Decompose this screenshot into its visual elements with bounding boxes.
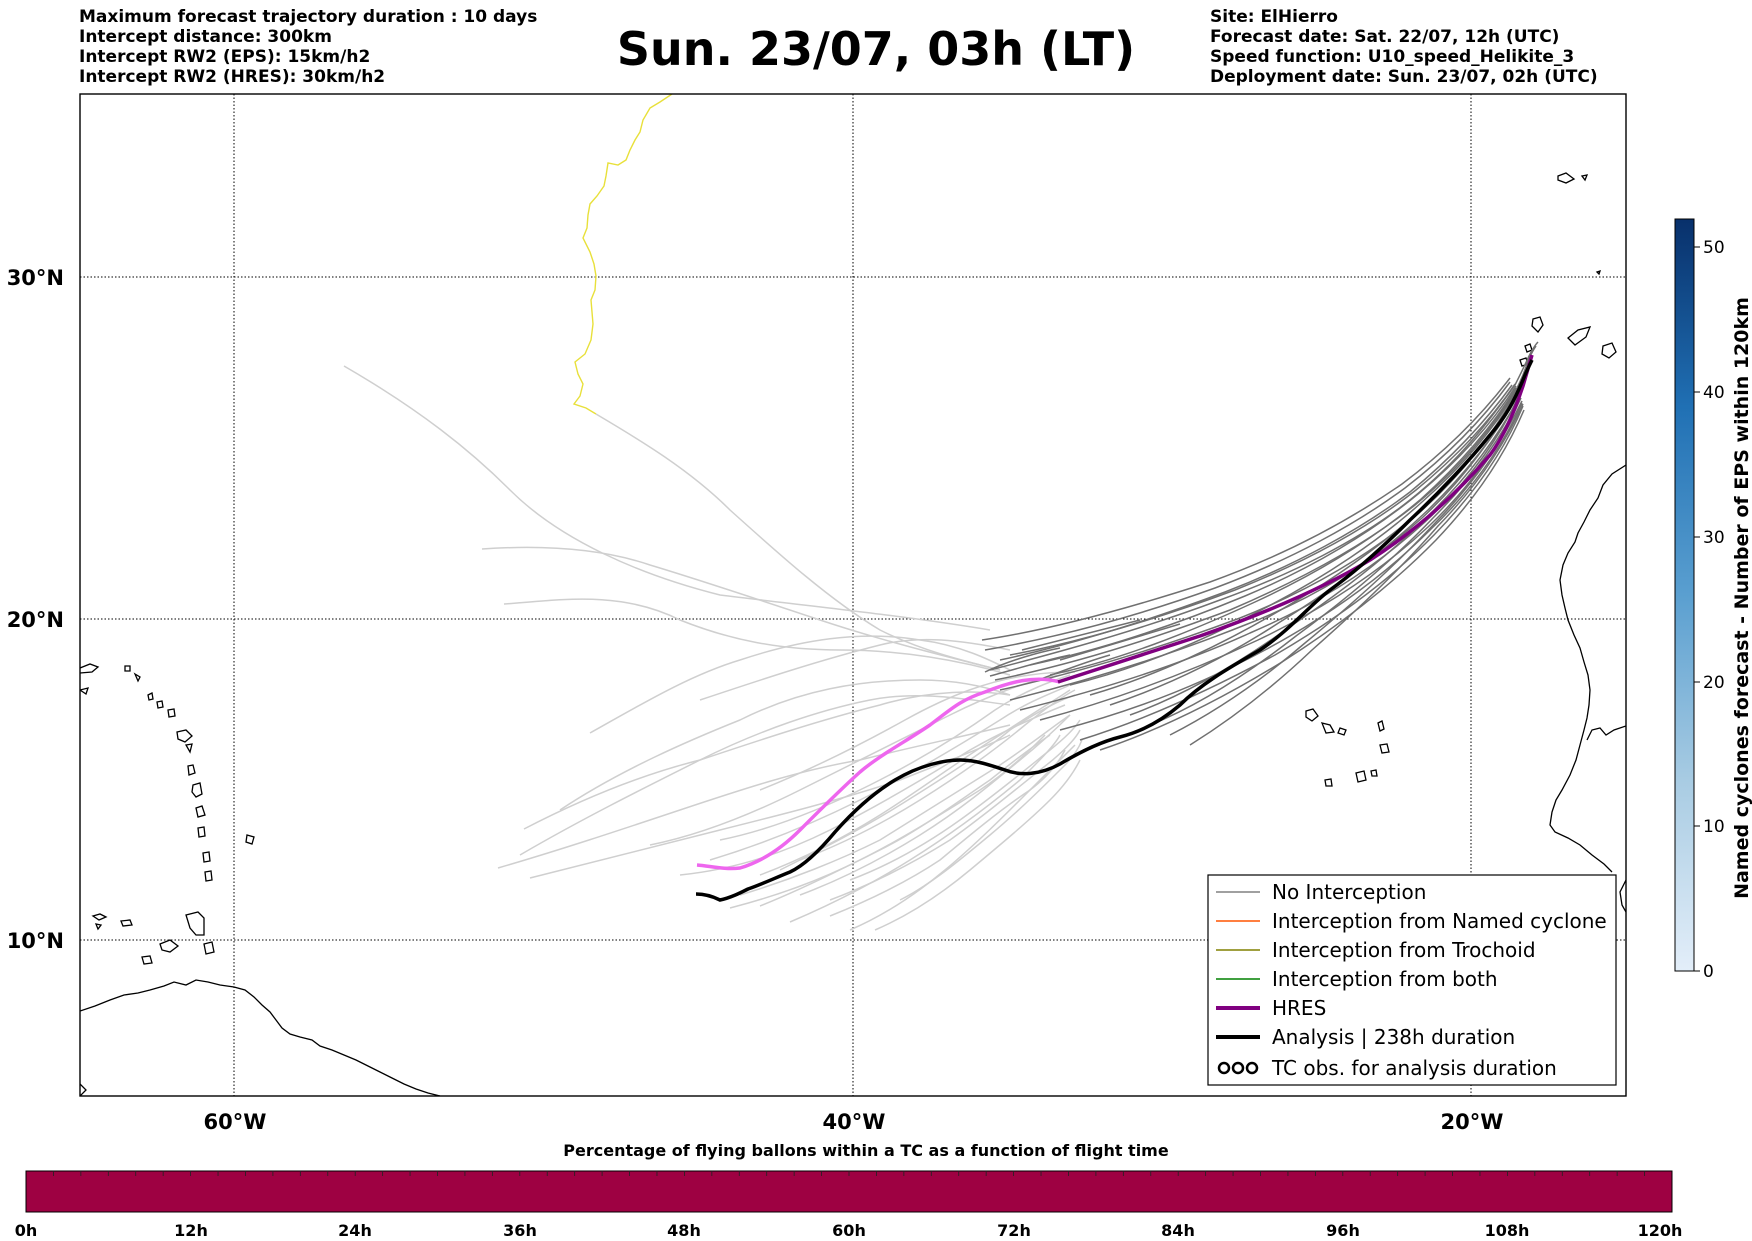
legend-label: Interception from Trochoid: [1272, 938, 1536, 962]
hres-trajectory-late: [1057, 354, 1534, 684]
hres-trajectory: [696, 677, 1061, 871]
colorbar-bottom-ticks: [53, 1171, 1645, 1176]
time-tick-label: 24h: [338, 1221, 372, 1240]
header-line: Intercept RW2 (EPS): 15km/h2: [79, 47, 371, 67]
lon-tick-label: 60°W: [204, 1110, 267, 1134]
header-line: Intercept distance: 300km: [79, 27, 332, 47]
time-tick-label: 120h: [1638, 1221, 1683, 1240]
lon-tick-label: 20°W: [1441, 1110, 1504, 1134]
eps-trajectories-dark: [981, 341, 1539, 751]
legend-label: HRES: [1272, 996, 1326, 1020]
time-tick-label: 72h: [997, 1221, 1031, 1240]
time-tick-label: 108h: [1485, 1221, 1530, 1240]
map-frame: [79, 93, 1627, 1097]
page-title: Sun. 23/07, 03h (LT): [616, 22, 1136, 76]
time-tick-label: 12h: [174, 1221, 208, 1240]
tc-obs-icon: [1217, 1061, 1259, 1075]
cyclone-track-yellow: [572, 94, 673, 415]
lat-tick-label: 20°N: [7, 608, 64, 632]
eps-trajectories-light: [343, 365, 1083, 931]
colorbar-ticks: [1694, 246, 1700, 972]
coastlines: [80, 172, 1626, 1096]
header-line: Deployment date: Sun. 23/07, 02h (UTC): [1210, 67, 1598, 87]
analysis-trajectory: [695, 359, 1534, 902]
time-tick-label: 60h: [832, 1221, 866, 1240]
time-tick-label: 96h: [1326, 1221, 1360, 1240]
header-info-right: Site: ElHierro Forecast date: Sat. 22/07…: [1210, 7, 1598, 87]
colorbar-tick-label: 50: [1703, 238, 1725, 258]
colorbar-tick-label: 10: [1703, 817, 1725, 837]
header-line: Speed function: U10_speed_Helikite_3: [1210, 47, 1575, 67]
colorbar-label: Named cyclones forecast - Number of EPS …: [1731, 297, 1752, 899]
colorbar-tick-label: 0: [1703, 962, 1714, 982]
legend: No Interception Interception from Named …: [1207, 874, 1617, 1086]
time-tick-label: 0h: [15, 1221, 38, 1240]
legend-label: Interception from Named cyclone: [1272, 909, 1607, 933]
header-line: Site: ElHierro: [1210, 7, 1338, 27]
legend-label: Interception from both: [1272, 967, 1498, 991]
colorbar-bottom-title: Percentage of flying ballons within a TC…: [563, 1141, 1169, 1160]
colorbar-right: 0 10 20 30 40 50 Named cyclones forecast…: [1674, 218, 1752, 982]
time-tick-label: 48h: [667, 1221, 701, 1240]
colorbar-tick-label: 40: [1703, 383, 1725, 403]
header-line: Forecast date: Sat. 22/07, 12h (UTC): [1210, 27, 1560, 47]
lat-tick-label: 10°N: [7, 929, 64, 953]
time-tick-label: 84h: [1161, 1221, 1195, 1240]
colorbar-tick-label: 20: [1703, 673, 1725, 693]
legend-label: Analysis | 238h duration: [1272, 1025, 1515, 1049]
colorbar-bottom: Percentage of flying ballons within a TC…: [15, 1141, 1683, 1240]
header-line: Intercept RW2 (HRES): 30km/h2: [79, 67, 386, 87]
time-tick-label: 36h: [503, 1221, 537, 1240]
legend-label: TC obs. for analysis duration: [1271, 1056, 1557, 1080]
header-info-left: Maximum forecast trajectory duration : 1…: [79, 7, 537, 87]
lat-tick-label: 30°N: [7, 266, 64, 290]
lon-tick-label: 40°W: [823, 1110, 886, 1134]
header-line: Maximum forecast trajectory duration : 1…: [79, 7, 538, 27]
colorbar-tick-label: 30: [1703, 528, 1725, 548]
legend-label: No Interception: [1272, 880, 1426, 904]
